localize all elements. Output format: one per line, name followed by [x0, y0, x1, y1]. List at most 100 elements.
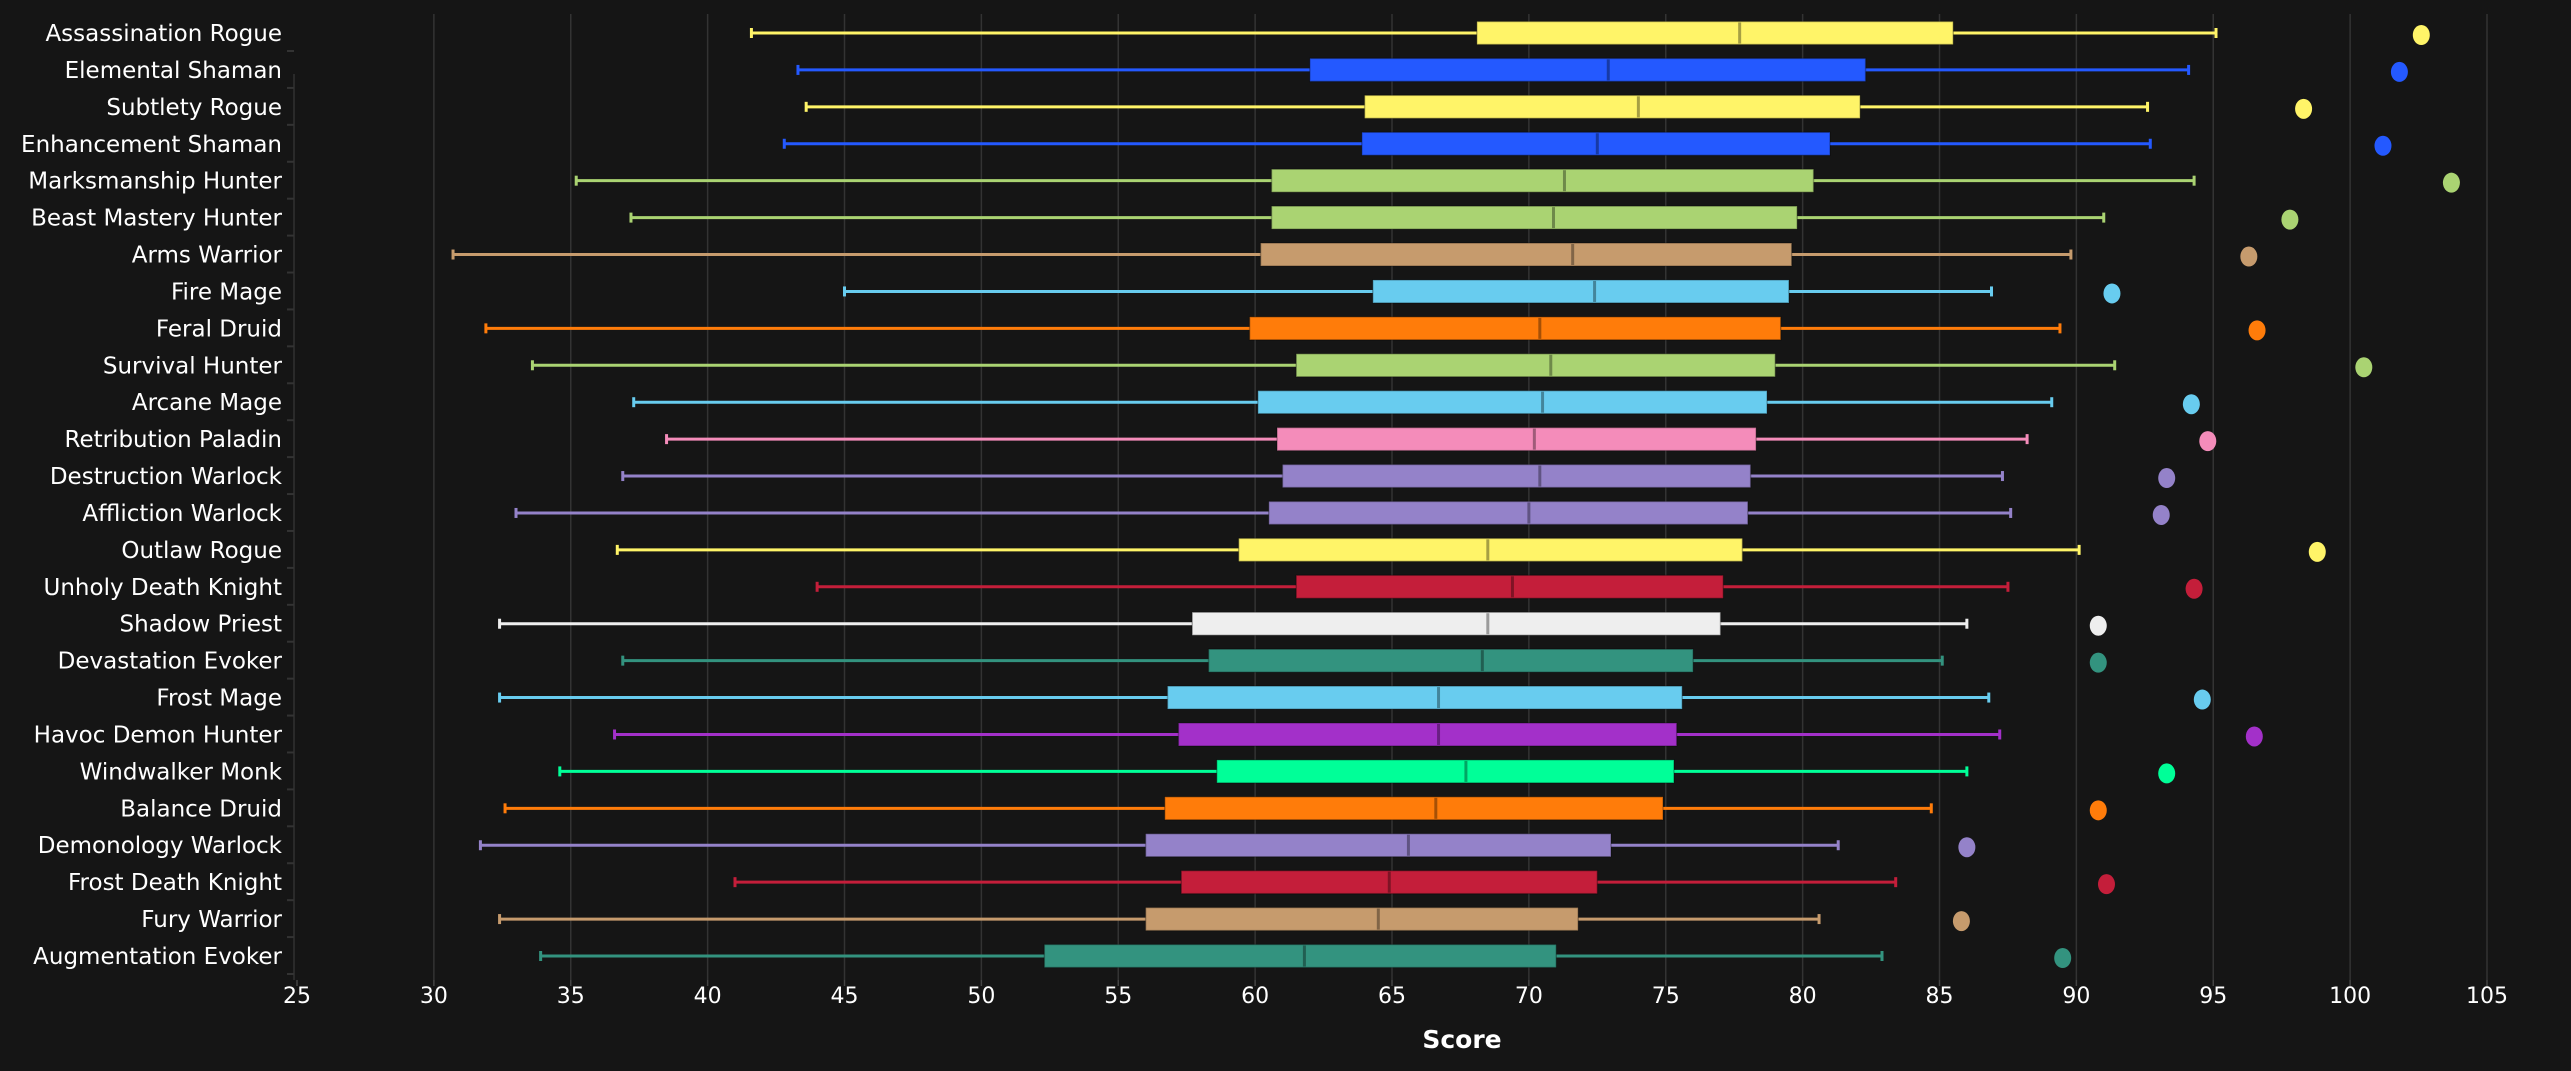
x-tick-label: 65 [1378, 984, 1406, 1009]
iqr-box [1144, 906, 1579, 932]
box-group [530, 353, 2373, 378]
outlier-point [2295, 98, 2313, 119]
y-category-label: Destruction Warlock [50, 464, 283, 490]
iqr-box [1363, 94, 1861, 120]
box-group [843, 279, 2121, 304]
iqr-box [1259, 242, 1793, 267]
outlier-point [2281, 209, 2299, 230]
outlier-point [2182, 394, 2200, 415]
outlier-point [2245, 726, 2263, 747]
iqr-box [1476, 20, 1954, 46]
y-category-label: Augmentation Evoker [33, 944, 282, 970]
iqr-box [1295, 574, 1724, 600]
iqr-box [1281, 463, 1752, 489]
x-tick-label: 45 [831, 984, 859, 1009]
iqr-box [1248, 316, 1782, 341]
y-category-label: Beast Mastery Hunter [31, 206, 282, 232]
y-category-label: Affliction Warlock [82, 501, 282, 527]
outlier-point [2355, 357, 2373, 378]
outlier-point [2054, 948, 2072, 968]
outlier-point [2412, 25, 2430, 45]
iqr-box [1166, 685, 1683, 710]
outlier-point [2240, 246, 2258, 267]
outlier-point [2158, 763, 2176, 784]
iqr-box [1144, 832, 1612, 858]
iqr-box [1177, 722, 1678, 747]
y-category-label: Frost Death Knight [68, 870, 282, 896]
box-group [498, 611, 2107, 636]
y-category-label: Demonology Warlock [38, 833, 283, 859]
box-group [749, 20, 2430, 46]
y-category-label: Windwalker Monk [80, 759, 283, 785]
x-tick-label: 80 [1789, 984, 1817, 1009]
outlier-point [2152, 504, 2170, 525]
y-category-label: Assassination Rogue [45, 21, 282, 47]
outlier-point [2199, 431, 2217, 452]
x-tick-label: 75 [1652, 984, 1680, 1009]
iqr-box [1295, 353, 1776, 378]
outlier-point [2390, 61, 2408, 82]
x-tick-label: 90 [2062, 984, 2090, 1009]
box-group [621, 463, 2176, 489]
x-tick-label: 95 [2199, 984, 2227, 1009]
y-category-label: Shadow Priest [119, 612, 282, 638]
y-category-label: Devastation Evoker [58, 649, 283, 675]
y-category-label: Subtlety Rogue [106, 95, 282, 121]
box-group [629, 205, 2299, 230]
box-group [733, 869, 2115, 895]
iqr-box [1257, 389, 1768, 415]
outlier-point [2089, 800, 2107, 821]
x-tick-label: 105 [2466, 984, 2508, 1009]
y-category-label: Feral Druid [156, 316, 282, 342]
outlier-point [2103, 283, 2121, 304]
box-group [498, 685, 2211, 710]
x-axis-label: Score [1422, 1025, 1501, 1054]
boxes [451, 20, 2460, 969]
y-category-label: Havoc Demon Hunter [34, 722, 283, 748]
box-group [665, 426, 2217, 452]
iqr-box [1207, 648, 1694, 673]
y-category-label: Marksmanship Hunter [28, 169, 282, 195]
outlier-point [2308, 541, 2326, 562]
x-tick-label: 50 [967, 984, 995, 1009]
outlier-point [2248, 320, 2266, 341]
y-axis-labels: Assassination Rogue Elemental Shaman Subtl… [21, 21, 294, 975]
outlier-point [2185, 578, 2203, 599]
box-group [478, 832, 1976, 858]
x-tick-label: 30 [420, 984, 448, 1009]
y-category-label: Arms Warrior [132, 243, 283, 269]
outlier-point [2374, 135, 2392, 156]
y-category-label: Retribution Paladin [65, 427, 283, 453]
iqr-box [1191, 611, 1722, 636]
box-group [503, 796, 2107, 821]
x-tick-label: 60 [1241, 984, 1269, 1009]
iqr-box [1270, 168, 1815, 193]
x-tick-label: 70 [1515, 984, 1543, 1009]
iqr-box [1361, 131, 1831, 157]
box-group [796, 57, 2408, 83]
box-group [613, 722, 2263, 747]
x-tick-label: 25 [283, 984, 311, 1009]
box-group [782, 131, 2392, 157]
outlier-point [1952, 911, 1970, 932]
outlier-point [2158, 468, 2176, 489]
y-category-label: Elemental Shaman [65, 58, 282, 84]
box-group [514, 500, 2170, 526]
outlier-point [2089, 615, 2107, 636]
x-axis-ticks: 25 30 35 40 45 50 55 60 65 70 75 80 85 90 95 100 105 [283, 980, 2508, 1009]
x-tick-label: 85 [1926, 984, 1954, 1009]
iqr-box [1237, 537, 1744, 563]
iqr-box [1276, 426, 1757, 452]
box-group [539, 943, 2072, 969]
y-category-label: Survival Hunter [103, 353, 283, 379]
box-group [484, 316, 2266, 341]
outlier-point [2097, 874, 2115, 895]
y-category-label: Fury Warrior [141, 907, 282, 933]
box-group [632, 389, 2200, 415]
iqr-box [1270, 205, 1798, 230]
box-group [574, 168, 2460, 193]
iqr-box [1372, 279, 1790, 304]
y-category-label: Outlaw Rogue [121, 538, 282, 564]
x-tick-label: 40 [694, 984, 722, 1009]
